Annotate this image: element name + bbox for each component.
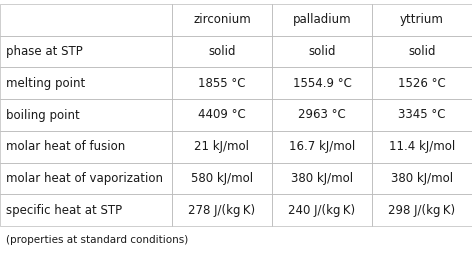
Bar bbox=[372, 99, 472, 131]
Text: phase at STP: phase at STP bbox=[6, 45, 83, 58]
Text: 16.7 kJ/mol: 16.7 kJ/mol bbox=[289, 140, 355, 153]
Text: 3345 °C: 3345 °C bbox=[398, 108, 446, 121]
Text: 580 kJ/mol: 580 kJ/mol bbox=[191, 172, 253, 185]
Bar bbox=[172, 131, 272, 163]
Text: 1855 °C: 1855 °C bbox=[198, 77, 246, 90]
Text: molar heat of vaporization: molar heat of vaporization bbox=[6, 172, 163, 185]
Bar bbox=[0, 67, 172, 99]
Bar bbox=[272, 163, 372, 194]
Bar bbox=[0, 194, 172, 226]
Text: (properties at standard conditions): (properties at standard conditions) bbox=[6, 235, 188, 245]
Bar bbox=[372, 163, 472, 194]
Text: 1554.9 °C: 1554.9 °C bbox=[293, 77, 352, 90]
Bar bbox=[172, 36, 272, 67]
Bar bbox=[172, 99, 272, 131]
Bar bbox=[0, 36, 172, 67]
Text: 4409 °C: 4409 °C bbox=[198, 108, 246, 121]
Bar bbox=[0, 4, 172, 36]
Bar bbox=[0, 163, 172, 194]
Text: 278 J/(kg K): 278 J/(kg K) bbox=[188, 204, 255, 217]
Text: zirconium: zirconium bbox=[193, 13, 251, 26]
Text: 380 kJ/mol: 380 kJ/mol bbox=[291, 172, 353, 185]
Text: solid: solid bbox=[208, 45, 236, 58]
Bar bbox=[172, 194, 272, 226]
Bar bbox=[172, 163, 272, 194]
Text: melting point: melting point bbox=[6, 77, 85, 90]
Text: solid: solid bbox=[408, 45, 436, 58]
Text: palladium: palladium bbox=[293, 13, 351, 26]
Bar bbox=[272, 67, 372, 99]
Bar bbox=[172, 4, 272, 36]
Bar bbox=[372, 36, 472, 67]
Text: specific heat at STP: specific heat at STP bbox=[6, 204, 122, 217]
Bar bbox=[372, 67, 472, 99]
Bar bbox=[372, 194, 472, 226]
Text: 298 J/(kg K): 298 J/(kg K) bbox=[388, 204, 455, 217]
Text: solid: solid bbox=[308, 45, 336, 58]
Bar bbox=[0, 131, 172, 163]
Bar bbox=[372, 131, 472, 163]
Bar bbox=[272, 131, 372, 163]
Bar bbox=[272, 99, 372, 131]
Bar bbox=[172, 67, 272, 99]
Text: 21 kJ/mol: 21 kJ/mol bbox=[194, 140, 250, 153]
Text: molar heat of fusion: molar heat of fusion bbox=[6, 140, 125, 153]
Text: 240 J/(kg K): 240 J/(kg K) bbox=[288, 204, 355, 217]
Bar bbox=[272, 36, 372, 67]
Text: yttrium: yttrium bbox=[400, 13, 444, 26]
Text: 380 kJ/mol: 380 kJ/mol bbox=[391, 172, 453, 185]
Bar bbox=[372, 4, 472, 36]
Bar bbox=[0, 99, 172, 131]
Bar bbox=[272, 194, 372, 226]
Text: 1526 °C: 1526 °C bbox=[398, 77, 446, 90]
Bar bbox=[272, 4, 372, 36]
Text: 11.4 kJ/mol: 11.4 kJ/mol bbox=[389, 140, 455, 153]
Text: 2963 °C: 2963 °C bbox=[298, 108, 346, 121]
Text: boiling point: boiling point bbox=[6, 108, 80, 121]
